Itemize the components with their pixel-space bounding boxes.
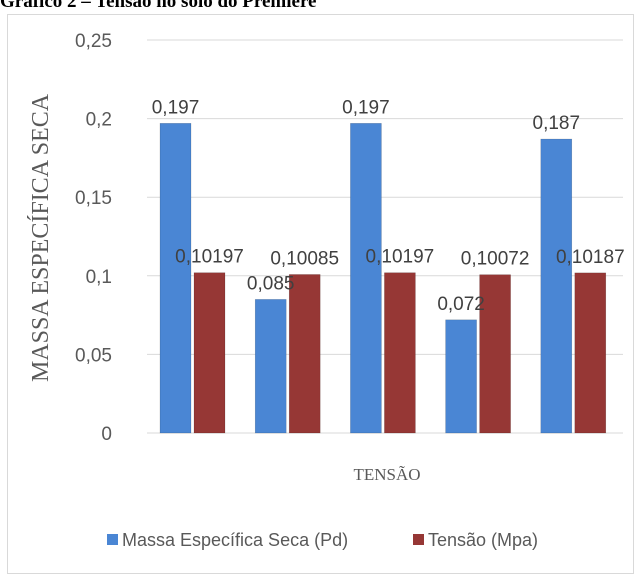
data-label: 0,10197 <box>175 247 244 268</box>
data-labels: 0,197 0,085 0,197 0,072 0,187 0,10197 0,10085 0… <box>152 97 625 315</box>
y-tick-label: 0,25 <box>75 31 112 52</box>
data-label: 0,187 <box>533 113 581 134</box>
y-tick-label: 0,05 <box>75 345 112 366</box>
bar-tensao <box>288 274 321 434</box>
bar-tensao <box>384 272 416 434</box>
bar-massa-especifica <box>350 123 382 434</box>
legend-label: Massa Específica Seca (Pd) <box>122 530 348 550</box>
data-label: 0,10085 <box>270 248 339 269</box>
bar-tensao <box>193 272 226 434</box>
legend-swatch <box>107 534 118 545</box>
bars <box>159 123 607 434</box>
y-tick-label: 0,2 <box>86 110 112 131</box>
data-label: 0,10197 <box>366 247 435 268</box>
bar-tensao <box>479 274 511 434</box>
x-axis-title: TENSÃO <box>353 465 420 484</box>
bar-tensao <box>574 272 607 434</box>
legend-swatch <box>413 534 424 545</box>
data-label: 0,072 <box>437 294 485 315</box>
data-label: 0,197 <box>342 97 390 118</box>
bar-massa-especifica <box>540 138 573 434</box>
data-label: 0,197 <box>152 97 200 118</box>
bar-massa-especifica <box>159 123 192 434</box>
bar-massa-especifica <box>445 319 477 434</box>
y-axis-title: MASSA ESPECÍFICA SECA <box>28 93 54 382</box>
data-label: 0,10072 <box>461 249 530 270</box>
data-label: 0,10187 <box>556 247 625 268</box>
y-tick-label: 0,15 <box>75 188 112 209</box>
chart-title: Gráfico 2 – Tensão no solo do Premiere <box>0 0 317 12</box>
data-label: 0,085 <box>247 273 295 294</box>
legend-label: Tensão (Mpa) <box>428 530 538 550</box>
y-tick-label: 0,1 <box>86 267 112 288</box>
y-tick-labels: 0 0,05 0,1 0,15 0,2 0,25 <box>75 31 112 445</box>
legend: Massa Específica Seca (Pd) Tensão (Mpa) <box>107 530 538 550</box>
y-tick-label: 0 <box>101 424 112 445</box>
bar-massa-especifica <box>254 299 287 434</box>
